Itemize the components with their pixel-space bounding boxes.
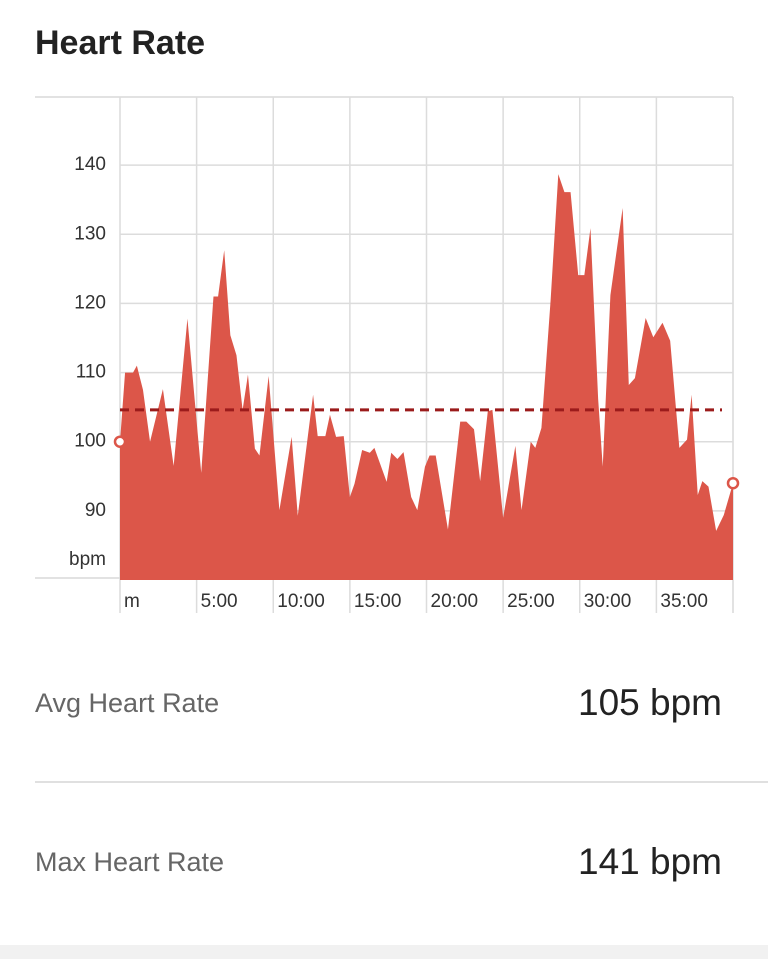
end-marker <box>113 435 127 448</box>
x-tick-label: 20:00 <box>431 591 479 612</box>
heart-rate-area <box>120 174 733 581</box>
x-tick-label: 15:00 <box>354 591 402 612</box>
y-tick-label: 90 <box>85 500 106 521</box>
stat-value: 141 bpm <box>578 841 722 882</box>
y-axis-label: bpm <box>69 549 106 570</box>
stat-label: Max Heart Rate <box>35 847 224 877</box>
x-tick-label: m <box>124 591 140 612</box>
stat-value: 105 bpm <box>578 682 722 723</box>
x-tick-label: 5:00 <box>201 591 238 612</box>
x-tick-label: 10:00 <box>277 591 325 612</box>
bottom-bar <box>0 945 768 959</box>
stat-label: Avg Heart Rate <box>35 688 219 718</box>
end-marker <box>726 476 740 490</box>
chart-title: Heart Rate <box>35 24 205 62</box>
y-tick-label: 100 <box>74 431 106 452</box>
y-tick-label: 120 <box>74 292 106 313</box>
x-tick-label: 25:00 <box>507 591 555 612</box>
x-tick-label: 30:00 <box>584 591 632 612</box>
y-tick-label: 130 <box>74 223 106 244</box>
y-tick-label: 140 <box>74 154 106 175</box>
y-tick-label: 110 <box>76 362 106 383</box>
x-tick-label: 35:00 <box>660 591 708 612</box>
